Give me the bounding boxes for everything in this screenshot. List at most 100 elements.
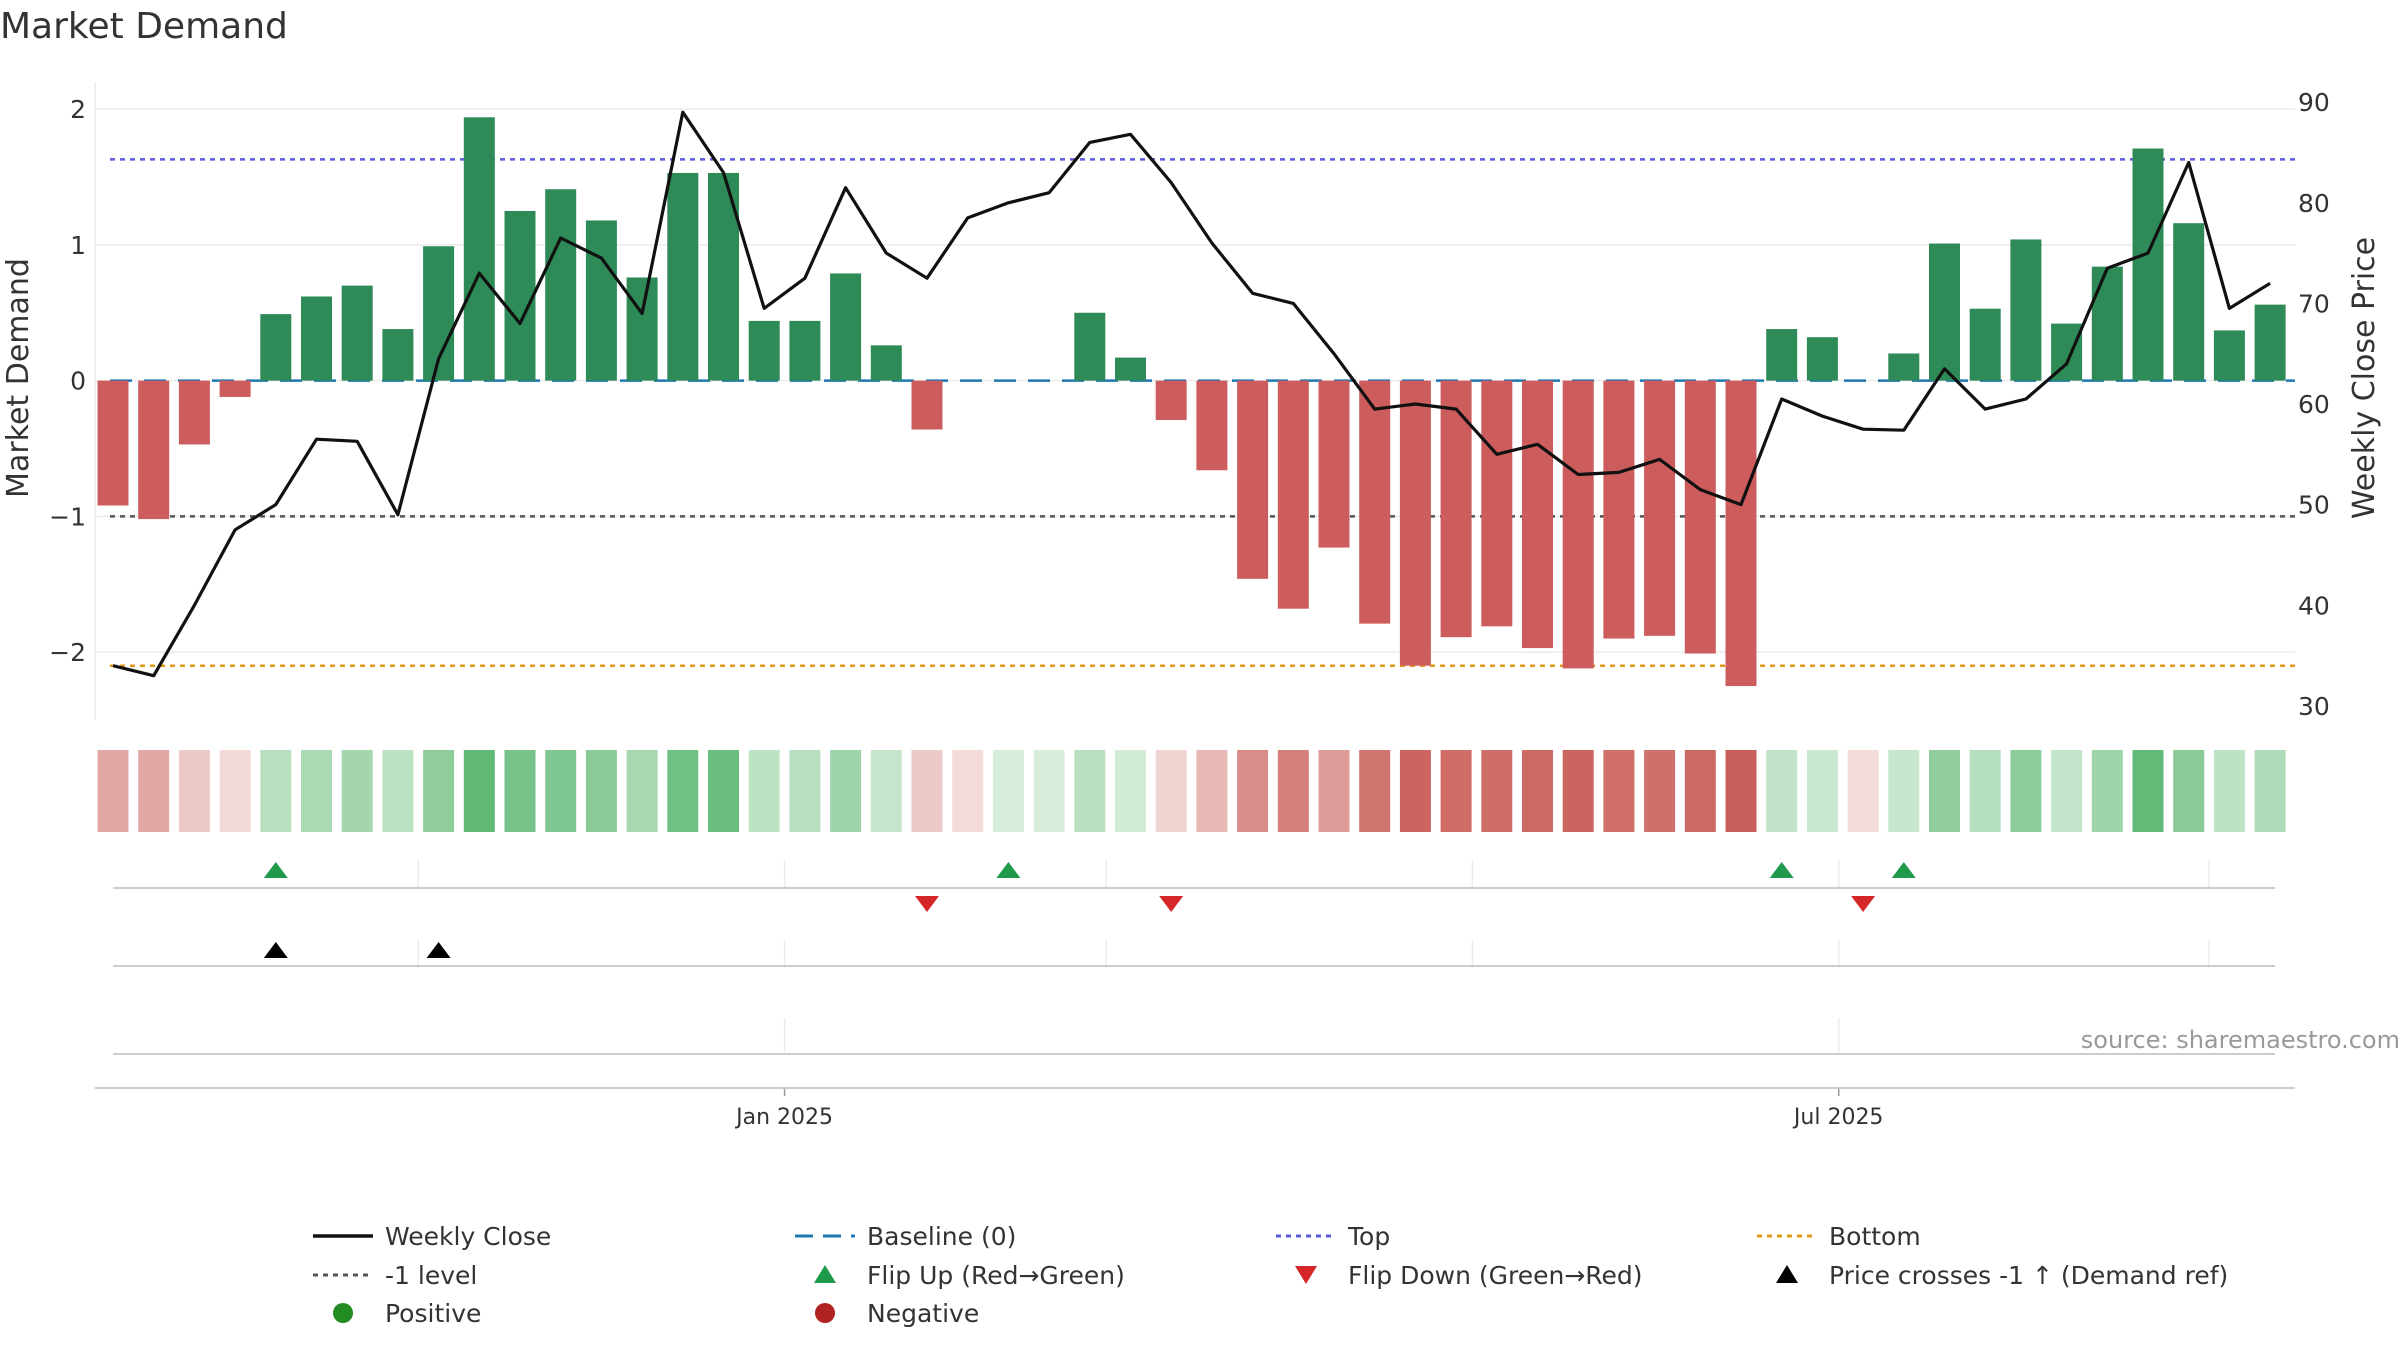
heatmap-cell — [1115, 750, 1146, 832]
demand-bar — [1440, 380, 1472, 638]
heatmap-cell — [423, 750, 455, 832]
demand-bar — [1399, 380, 1431, 666]
y2-tick-label: 60 — [2298, 390, 2330, 419]
y2-tick-label: 70 — [2298, 289, 2330, 318]
flip-up-marker — [996, 862, 1021, 878]
demand-bar — [1766, 329, 1798, 381]
heatmap-cell — [341, 750, 373, 832]
y-tick-label: −1 — [49, 502, 86, 531]
demand-bar — [504, 210, 536, 381]
demand-bar — [341, 285, 373, 381]
demand-bar — [1196, 380, 1228, 471]
heatmap-cell — [1237, 750, 1269, 832]
y-tick-label: 1 — [70, 231, 86, 260]
flip-down-marker — [1851, 896, 1876, 912]
heatmap-strip — [97, 750, 2286, 832]
heatmap-cell — [1440, 750, 1472, 832]
demand-bar — [789, 320, 821, 381]
axis-layer: 2 1 0 −1 −2 90 80 70 60 50 40 30 Jan 2025 Jul 2025 — [49, 88, 2330, 1130]
demand-bar — [1562, 380, 1594, 669]
heatmap-cell — [1888, 750, 1920, 832]
demand-bar — [870, 345, 902, 381]
flip-up-marker — [1891, 862, 1916, 878]
demand-bar — [1074, 312, 1106, 381]
heatmap-cell — [1684, 750, 1716, 832]
heatmap-cell — [1399, 750, 1431, 832]
demand-bar — [667, 172, 699, 381]
demand-bar — [1969, 308, 2001, 381]
legend-swatch-triangle-up — [814, 1265, 836, 1283]
demand-bar — [2132, 148, 2164, 381]
heatmap-cell — [1033, 750, 1065, 832]
heatmap-cell — [1766, 750, 1798, 832]
heatmap-cell — [504, 750, 536, 832]
heatmap-cell — [2173, 750, 2205, 832]
heatmap-cell — [219, 750, 251, 832]
heatmap-cell — [667, 750, 699, 832]
legend-swatch-dot — [815, 1303, 835, 1323]
heatmap-cell — [911, 750, 943, 832]
demand-bar — [2091, 266, 2123, 381]
y2-tick-label: 80 — [2298, 189, 2330, 218]
heatmap-cell — [1318, 750, 1350, 832]
demand-bar — [2213, 330, 2245, 381]
price-line-layer — [112, 110, 2271, 678]
demand-bar — [2254, 304, 2286, 381]
heatmap-cell — [1359, 750, 1391, 832]
demand-bar — [830, 273, 862, 381]
demand-bar — [1929, 243, 1960, 381]
heatmap-cell — [952, 750, 984, 832]
y2-axis-label: Weekly Close Price — [2347, 237, 2382, 519]
demand-bar — [1481, 380, 1513, 627]
demand-bar — [626, 277, 658, 381]
heatmap-cell — [1847, 750, 1879, 832]
demand-bar — [911, 380, 943, 430]
heatmap-cell — [301, 750, 332, 832]
heatmap-cell — [1074, 750, 1106, 832]
demand-bar — [219, 380, 251, 397]
heatmap-cell — [463, 750, 495, 832]
legend-label: Positive — [385, 1299, 481, 1328]
y-tick-label: 0 — [70, 367, 86, 396]
flip-up-marker — [263, 862, 288, 878]
heatmap-cell — [2254, 750, 2286, 832]
demand-bar — [1888, 353, 1920, 381]
y-tick-label: −2 — [49, 638, 86, 667]
legend-label: Price crosses -1 ↑ (Demand ref) — [1829, 1261, 2228, 1290]
price-cross-marker — [263, 942, 288, 958]
demand-bar — [2173, 223, 2205, 381]
demand-bar — [1603, 380, 1635, 639]
heatmap-cell — [992, 750, 1024, 832]
demand-bars — [97, 117, 2286, 687]
heatmap-cell — [1522, 750, 1553, 832]
demand-bar — [1359, 380, 1391, 624]
heatmap-cell — [1196, 750, 1228, 832]
grid-layer — [94, 82, 2295, 720]
demand-bar — [301, 296, 332, 381]
heatmap-cell — [1481, 750, 1513, 832]
demand-bar — [1644, 380, 1676, 636]
legend-label: Baseline (0) — [867, 1222, 1016, 1251]
flip-down-marker — [1159, 896, 1184, 912]
legend-label: Weekly Close — [385, 1222, 551, 1251]
legend-swatch-triangle-down — [1295, 1266, 1317, 1284]
y2-tick-label: 50 — [2298, 491, 2330, 520]
weekly-close-line — [112, 110, 2271, 678]
legend-label: -1 level — [385, 1261, 477, 1290]
x-tick-label: Jan 2025 — [734, 1105, 833, 1130]
y2-tick-label: 30 — [2298, 692, 2330, 721]
heatmap-cell — [626, 750, 658, 832]
heatmap-cell — [1277, 750, 1309, 832]
heatmap-cell — [1155, 750, 1187, 832]
legend-label: Flip Up (Red→Green) — [867, 1261, 1125, 1290]
heatmap-cell — [2213, 750, 2245, 832]
demand-bar — [463, 117, 495, 381]
demand-bar — [1318, 380, 1350, 548]
heatmap-cell — [748, 750, 780, 832]
demand-bar — [748, 320, 780, 381]
demand-bar — [545, 189, 577, 381]
heatmap-cell — [1644, 750, 1676, 832]
heatmap-cell — [708, 750, 739, 832]
legend-swatch-triangle-up — [1776, 1265, 1798, 1283]
